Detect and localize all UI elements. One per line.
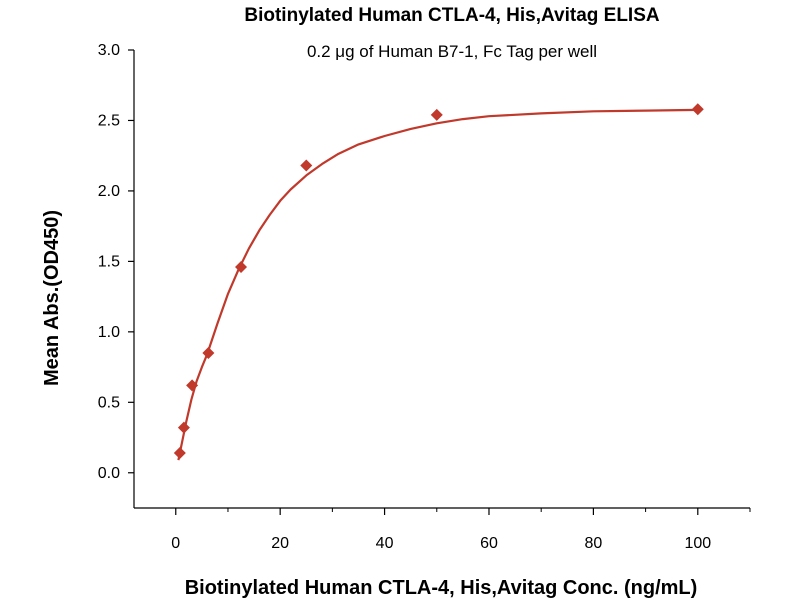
data-point — [173, 447, 186, 460]
fit-curve — [177, 108, 698, 461]
y-tick-label: 2.5 — [98, 112, 120, 129]
x-tick-label: 100 — [684, 535, 711, 552]
chart-title: Biotinylated Human CTLA-4, His,Avitag EL… — [244, 5, 660, 26]
data-point — [300, 159, 313, 172]
axes: 0.0 0.5 1.0 1.5 2.0 2.5 3.0 0 20 40 60 80 100 — [98, 42, 751, 552]
data-point — [430, 108, 443, 121]
x-tick-label: 80 — [584, 535, 602, 552]
y-tick-label: 1.0 — [98, 324, 120, 341]
data-point — [202, 346, 215, 359]
data-point — [177, 421, 190, 434]
y-axis-label: Mean Abs.(OD450) — [41, 210, 63, 386]
data-point — [186, 379, 199, 392]
data-points-layer — [173, 103, 704, 460]
chart-subtitle: 0.2 μg of Human B7-1, Fc Tag per well — [307, 42, 597, 61]
x-tick-label: 0 — [171, 535, 180, 552]
x-tick-label: 20 — [271, 535, 289, 552]
y-tick-label: 1.5 — [98, 253, 120, 270]
y-tick-label: 0.0 — [98, 465, 120, 482]
y-tick-label: 0.5 — [98, 394, 120, 411]
x-tick-label: 40 — [376, 535, 394, 552]
data-point — [691, 103, 704, 116]
x-axis-label: Biotinylated Human CTLA-4, His,Avitag Co… — [185, 577, 698, 599]
data-point — [235, 261, 248, 274]
y-tick-label: 2.0 — [98, 183, 120, 200]
fit-curve-layer — [177, 108, 698, 461]
x-tick-label: 60 — [480, 535, 498, 552]
y-tick-label: 3.0 — [98, 42, 120, 59]
